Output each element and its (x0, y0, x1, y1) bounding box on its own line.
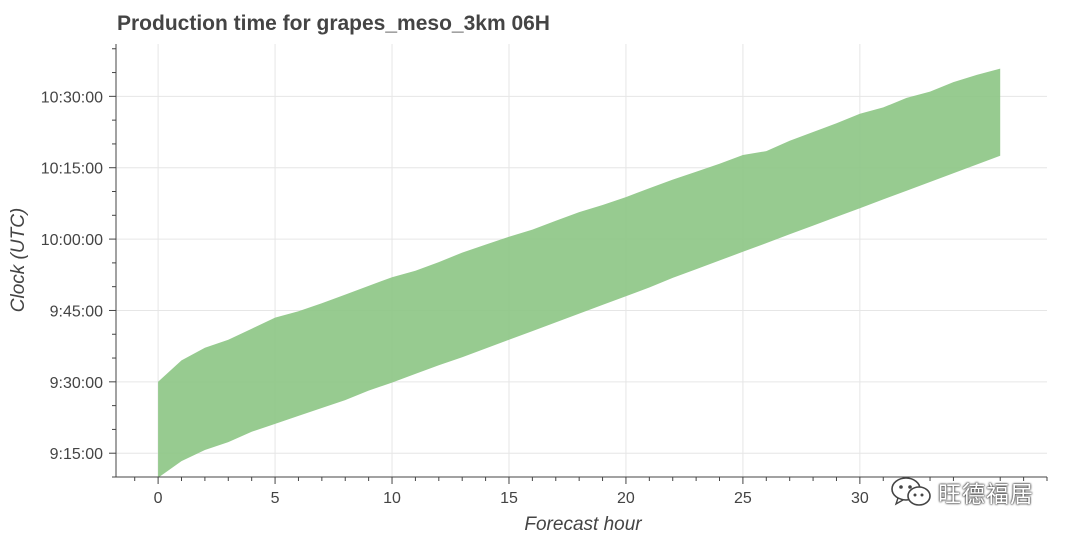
x-tick-label: 5 (271, 490, 280, 507)
x-tick-label: 30 (851, 490, 869, 507)
y-tick-label: 10:00:00 (41, 232, 103, 249)
y-axis-label: Clock (UTC) (8, 208, 29, 313)
x-tick-label: 25 (734, 490, 752, 507)
wechat-icon (891, 477, 931, 506)
y-tick-label: 9:30:00 (50, 375, 103, 392)
axes: 0 5 10 15 20 25 30 9:15:00 9:30:00 9:45:00 10:00:0… (41, 44, 1048, 507)
y-tick-label: 9:45:00 (50, 303, 103, 320)
y-tick-label: 10:15:00 (41, 161, 103, 178)
x-tick-label: 20 (617, 490, 635, 507)
production-time-band (158, 68, 1001, 478)
chart-title: Production time for grapes_meso_3km 06H (117, 12, 550, 35)
y-tick-label: 10:30:00 (41, 89, 103, 106)
x-tick-label: 10 (383, 490, 401, 507)
watermark: 旺德福居 (890, 474, 1034, 510)
x-tick-label: 15 (500, 490, 518, 507)
watermark-text: 旺德福居 (938, 482, 1034, 508)
x-tick-label: 0 (154, 490, 163, 507)
y-tick-label: 9:15:00 (50, 446, 103, 463)
x-axis-label: Forecast hour (524, 514, 642, 535)
